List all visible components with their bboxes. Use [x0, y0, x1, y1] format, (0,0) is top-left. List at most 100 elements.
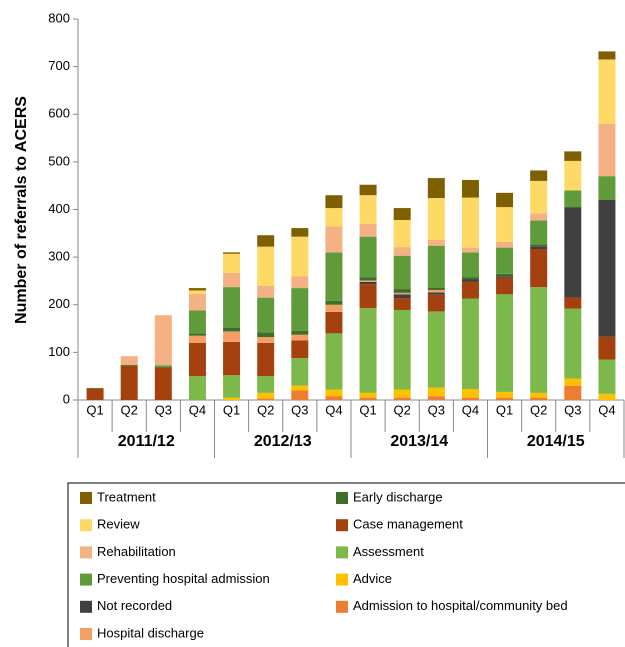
bar-segment	[257, 376, 275, 393]
bar-segment	[598, 123, 616, 177]
bar-segment	[257, 392, 275, 399]
bar-segment	[325, 311, 343, 334]
bar-segment	[598, 51, 616, 60]
x-tick-label: Q1	[496, 402, 513, 417]
bar-segment	[223, 287, 241, 328]
x-tick-label: Q4	[325, 402, 342, 417]
x-tick-label: Q3	[428, 402, 445, 417]
bar-segment	[393, 208, 411, 220]
bar-segment	[325, 389, 343, 397]
bar-segment	[496, 241, 514, 248]
bar-segment	[496, 294, 514, 392]
bar-segment	[291, 390, 309, 400]
bar-segment	[257, 337, 275, 343]
bar-segment	[427, 311, 445, 388]
bar-segment	[427, 396, 445, 400]
bar-segment	[564, 385, 582, 400]
x-tick-label: Q4	[598, 402, 615, 417]
y-tick-label: 400	[48, 201, 70, 216]
legend-label: Treatment	[97, 489, 156, 504]
bar-segment	[393, 389, 411, 398]
bar-segment	[427, 239, 445, 246]
y-tick-label: 500	[48, 153, 70, 168]
bar-segment	[496, 397, 514, 400]
bar-segment	[393, 298, 411, 310]
bar-segment	[496, 247, 514, 274]
bar-segment	[530, 397, 548, 400]
bar-segment	[359, 397, 377, 400]
bar-segment	[291, 358, 309, 386]
bar-segment	[530, 180, 548, 214]
bar-segment	[598, 393, 616, 400]
legend-label: Assessment	[353, 544, 424, 559]
bar-segment	[496, 391, 514, 398]
bar-segment	[427, 245, 445, 288]
x-tick-label: Q3	[155, 402, 172, 417]
bar-segment	[223, 272, 241, 288]
bar-segment	[564, 297, 582, 309]
bar-segment	[325, 333, 343, 390]
legend-label: Not recorded	[97, 598, 172, 613]
bar-segment	[564, 160, 582, 191]
bar-segment	[325, 208, 343, 227]
bar-segment	[223, 375, 241, 398]
bar-segment	[359, 236, 377, 278]
legend-label: Admission to hospital/community bed	[353, 598, 568, 613]
bar-segment	[325, 252, 343, 301]
bar-segment	[86, 388, 104, 390]
bar-segment	[393, 255, 411, 290]
legend-swatch	[336, 546, 348, 559]
x-tick-label: Q1	[86, 402, 103, 417]
x-tick-label: Q2	[530, 402, 547, 417]
x-tick-label: Q1	[223, 402, 240, 417]
bar-segment	[461, 247, 479, 253]
y-tick-label: 800	[48, 10, 70, 25]
bar-segment	[257, 342, 275, 377]
bar-segment	[154, 366, 172, 368]
bar-segment	[427, 178, 445, 199]
bar-segment	[359, 195, 377, 224]
bar-segment	[257, 332, 275, 338]
bar-segment	[530, 249, 548, 288]
bar-segment	[325, 304, 343, 312]
year-label: 2014/15	[527, 433, 585, 450]
bar-segment	[291, 288, 309, 331]
bar-segment	[257, 398, 275, 400]
bar-segment	[496, 207, 514, 242]
bar-segment	[598, 176, 616, 200]
bar-segment	[223, 253, 241, 273]
y-tick-label: 0	[63, 391, 70, 406]
bar-segment	[188, 342, 206, 377]
bar-segment	[291, 228, 309, 237]
bar-segment	[291, 330, 309, 335]
y-tick-label: 700	[48, 58, 70, 73]
bar-segment	[188, 290, 206, 294]
bar-segment	[154, 315, 172, 366]
bar-segment	[325, 226, 343, 253]
legend-swatch	[80, 546, 92, 559]
bar-segment	[530, 392, 548, 398]
x-tick-label: Q3	[564, 402, 581, 417]
bar-segment	[257, 285, 275, 298]
x-tick-label: Q2	[121, 402, 138, 417]
legend-label: Review	[97, 517, 140, 532]
legend-swatch	[336, 573, 348, 586]
bar-segment	[598, 199, 616, 337]
bar-segment	[461, 397, 479, 400]
bar-segment	[598, 336, 616, 360]
bar-segment	[427, 294, 445, 312]
bar-segment	[564, 151, 582, 161]
bar-segment	[257, 235, 275, 247]
bar-segment	[291, 276, 309, 289]
x-tick-label: Q2	[394, 402, 411, 417]
bar-segment	[188, 333, 206, 336]
bar-segment	[291, 385, 309, 391]
bar-segment	[325, 396, 343, 400]
bar-segment	[530, 213, 548, 221]
bar-segment	[461, 298, 479, 390]
legend-label: Case management	[353, 517, 463, 532]
bar-segment	[461, 252, 479, 278]
bar-segment	[223, 331, 241, 342]
bar-segment	[564, 190, 582, 208]
